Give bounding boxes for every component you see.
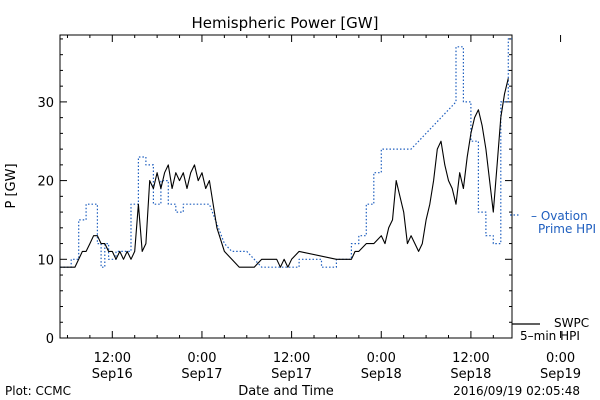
x-tick-time-label: 12:00 <box>94 351 131 366</box>
plot-frame <box>59 34 513 339</box>
y-tick-label: 20 <box>37 175 54 190</box>
y-axis-label: P [GW] <box>4 163 19 208</box>
x-tick-date-label: Sep17 <box>181 367 222 382</box>
x-tick-time-label: 0:00 <box>367 351 396 366</box>
x-axis-label: Date and Time <box>238 384 334 399</box>
x-tick-date-label: Sep16 <box>92 367 133 382</box>
y-tick-label: 0 <box>46 332 54 347</box>
x-tick-date-label: Sep19 <box>540 367 581 382</box>
plot-area: 010203012:00Sep160:00Sep1712:00Sep170:00… <box>37 34 581 382</box>
x-tick-date-label: Sep18 <box>450 367 491 382</box>
x-tick-time-label: 12:00 <box>452 351 489 366</box>
legend-ovation-label-2: Prime HPI <box>538 222 596 236</box>
legend-ovation-label: – Ovation <box>531 209 588 223</box>
y-tick-label: 10 <box>37 253 54 268</box>
legend: – Ovation Prime HPI SWPC 5–min HPI <box>510 209 596 343</box>
legend-swpc-label-2: 5–min HPI <box>520 329 580 343</box>
x-tick-date-label: Sep18 <box>361 367 402 382</box>
timestamp: 2016/09/19 02:05:48 <box>453 384 580 398</box>
y-tick-label: 30 <box>37 96 54 111</box>
series-swpc-line <box>60 78 509 268</box>
plot-credit: Plot: CCMC <box>5 384 71 398</box>
series-ovation-line <box>60 38 512 268</box>
x-tick-time-label: 0:00 <box>187 351 216 366</box>
x-tick-time-label: 0:00 <box>546 351 575 366</box>
x-tick-time-label: 12:00 <box>273 351 310 366</box>
x-tick-date-label: Sep17 <box>271 367 312 382</box>
legend-swpc-label: SWPC <box>554 316 589 330</box>
chart-title: Hemispheric Power [GW] <box>192 14 379 32</box>
